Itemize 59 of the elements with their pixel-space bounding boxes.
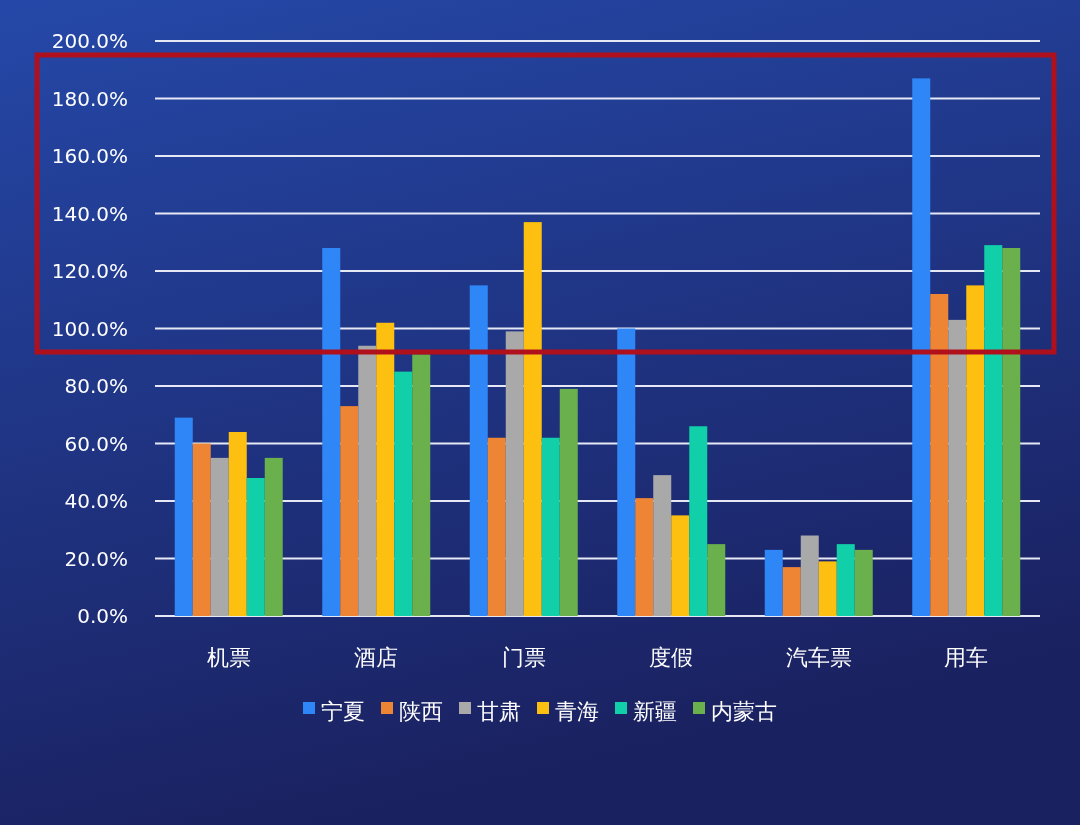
x-tick-label: 机票	[206, 645, 251, 670]
bar	[505, 331, 524, 616]
legend-label: 宁夏	[321, 699, 365, 724]
bar	[800, 535, 819, 616]
x-tick-label: 酒店	[354, 645, 399, 670]
bar	[376, 322, 395, 616]
bar	[707, 544, 726, 616]
legend-label: 青海	[555, 699, 599, 724]
x-tick-label: 用车	[944, 645, 989, 670]
y-tick-label: 200.0%	[51, 29, 128, 53]
y-tick-label: 0.0%	[77, 604, 128, 628]
y-tick-label: 80.0%	[64, 374, 128, 398]
y-tick-label: 100.0%	[51, 316, 128, 341]
bar	[174, 417, 193, 616]
legend-label: 甘肃	[477, 699, 521, 724]
y-tick-label: 120.0%	[51, 259, 128, 283]
bar	[966, 285, 985, 616]
bar	[246, 478, 265, 616]
bar	[228, 432, 247, 616]
y-tick-label: 60.0%	[64, 431, 128, 456]
bar	[523, 222, 542, 616]
bar	[984, 245, 1003, 616]
bar	[764, 549, 783, 616]
bar	[635, 498, 654, 616]
bar	[671, 515, 690, 616]
bar	[192, 443, 211, 616]
bar	[487, 437, 506, 616]
legend-label: 新疆	[633, 699, 677, 724]
bar	[948, 319, 967, 616]
y-tick-label: 180.0%	[51, 86, 128, 111]
bar	[264, 457, 283, 616]
x-tick-label: 度假	[649, 645, 694, 670]
bar	[469, 285, 488, 616]
x-tick-label: 汽车票	[785, 645, 852, 670]
y-tick-label: 20.0%	[64, 546, 128, 571]
bar	[818, 561, 837, 616]
bar	[653, 475, 672, 616]
y-tick-label: 40.0%	[64, 489, 128, 513]
bar	[358, 345, 377, 616]
bar	[689, 426, 708, 616]
bar	[782, 567, 801, 616]
y-tick-label: 140.0%	[51, 201, 128, 226]
bar	[541, 437, 560, 616]
bar	[836, 544, 855, 616]
legend-label: 陕西	[399, 699, 443, 724]
bar	[340, 406, 359, 616]
bar	[394, 371, 413, 616]
x-tick-label: 门票	[501, 645, 546, 670]
bar	[322, 248, 341, 616]
bar	[210, 457, 229, 616]
y-tick-label: 160.0%	[51, 144, 128, 168]
bar	[617, 328, 636, 616]
bar	[854, 549, 873, 616]
bar	[930, 294, 949, 616]
legend-label: 内蒙古	[711, 699, 777, 724]
bar	[412, 354, 431, 616]
bar	[912, 78, 931, 616]
bar	[1002, 248, 1021, 616]
bar	[559, 388, 578, 616]
